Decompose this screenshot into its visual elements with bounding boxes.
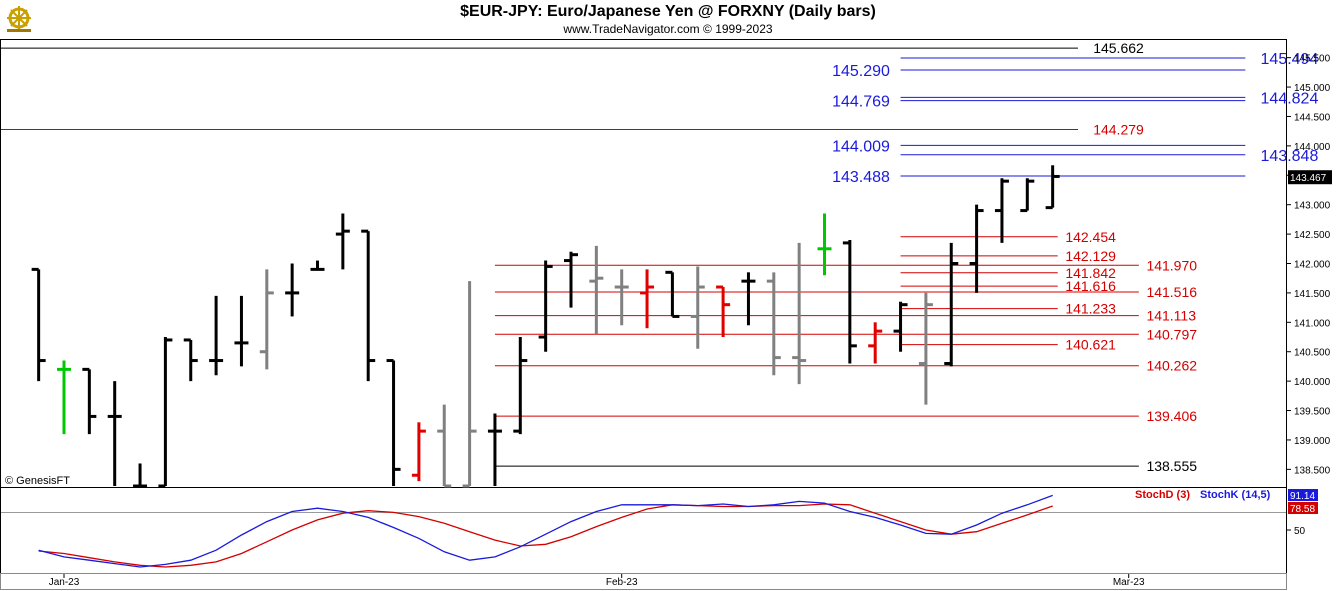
- ohlc-bar: [665, 270, 680, 318]
- x-tick-label: Mar-23: [1113, 577, 1145, 588]
- stoch-k-legend: StochK (14,5): [1200, 489, 1271, 501]
- date-axis-frame: [0, 573, 1287, 590]
- ohlc-bar: [817, 213, 832, 276]
- ohlc-bar: [538, 260, 553, 352]
- last-price-label: 143.467: [1290, 173, 1327, 184]
- chart-title: $EUR-JPY: Euro/Japanese Yen @ FORXNY (Da…: [460, 3, 876, 20]
- ohlc-bar: [564, 251, 578, 308]
- level-label: 145.290: [832, 63, 890, 80]
- stoch-d-badge: [1288, 502, 1318, 514]
- y-tick-label: 142.500: [1294, 230, 1331, 241]
- y-tick-label: 140.000: [1294, 377, 1331, 388]
- ohlc-bar: [310, 260, 325, 271]
- level-label: 141.233: [1065, 301, 1116, 317]
- stoch-series-line: [38, 503, 1053, 568]
- ohlc-bar: [107, 381, 122, 486]
- ohlc-bar: [944, 242, 959, 367]
- watermark: © GenesisFT: [5, 475, 70, 487]
- y-tick-label: 143.000: [1294, 201, 1331, 212]
- level-label: 144.824: [1261, 90, 1319, 107]
- level-label: 141.616: [1065, 278, 1116, 294]
- ohlc-bar: [158, 337, 173, 488]
- level-label: 145.662: [1093, 40, 1144, 56]
- y-tick-label: 141.500: [1294, 289, 1331, 300]
- ohlc-bar: [969, 204, 984, 293]
- level-label: 142.129: [1065, 248, 1116, 264]
- stoch-series-line: [38, 494, 1053, 568]
- stoch-d-value: 78.58: [1290, 504, 1315, 515]
- ohlc-bar: [868, 322, 883, 364]
- ohlc-bar: [386, 359, 401, 486]
- level-label: 144.009: [832, 138, 890, 155]
- ohlc-bar: [589, 245, 604, 335]
- level-label: 139.406: [1146, 408, 1197, 424]
- level-label: 140.621: [1065, 337, 1116, 353]
- ohlc-bar: [513, 337, 528, 435]
- level-label: 143.488: [832, 169, 890, 186]
- ohlc-bar: [437, 404, 452, 488]
- level-label: 145.494: [1261, 51, 1319, 68]
- ohlc-bar: [614, 269, 629, 326]
- level-label: 140.262: [1146, 358, 1197, 374]
- y-tick-label: 139.500: [1294, 407, 1331, 418]
- ohlc-bar: [690, 266, 705, 349]
- level-label: 141.970: [1146, 257, 1197, 273]
- ohlc-bar: [792, 242, 807, 385]
- level-label: 142.454: [1065, 229, 1116, 245]
- y-tick-label: 139.000: [1294, 436, 1331, 447]
- level-label: 144.769: [832, 94, 890, 111]
- y-tick-label: 140.500: [1294, 348, 1331, 359]
- ohlc-bar: [335, 213, 350, 270]
- ohlc-bar: [259, 269, 274, 370]
- ohlc-bar: [209, 295, 224, 376]
- ohlc-bar: [361, 229, 376, 382]
- ohlc-bar: [918, 292, 933, 405]
- ohlc-bar: [1045, 165, 1060, 210]
- ohlc-bar: [842, 239, 857, 364]
- stoch-d-legend: StochD (3): [1135, 489, 1190, 501]
- level-label: 138.555: [1146, 458, 1197, 474]
- level-label: 141.516: [1146, 284, 1197, 300]
- level-label: 141.842: [1065, 265, 1116, 281]
- ohlc-bar: [487, 413, 502, 486]
- y-tick-label: 141.000: [1294, 318, 1331, 329]
- ohlc-bar: [462, 281, 477, 488]
- ohlc-bar: [133, 463, 148, 488]
- indicator-pane-frame: [0, 487, 1287, 574]
- ohlc-bar: [994, 178, 1009, 243]
- y-tick-label: 142.000: [1294, 260, 1331, 271]
- level-label: 143.848: [1261, 148, 1319, 165]
- ohlc-bar: [640, 269, 655, 329]
- ohlc-bar: [234, 295, 249, 367]
- y-tick-label: 144.500: [1294, 112, 1331, 123]
- stoch-k-badge: [1288, 489, 1318, 501]
- y-tick-label: 138.500: [1294, 465, 1331, 476]
- level-label: 140.797: [1146, 326, 1197, 342]
- ship-wheel-logo-icon: [4, 4, 34, 34]
- ohlc-bar: [31, 267, 46, 382]
- level-label: 144.279: [1093, 121, 1144, 137]
- chart-subtitle: www.TradeNavigator.com © 1999-2023: [563, 22, 773, 36]
- y-tick-label: 145.000: [1294, 83, 1331, 94]
- y-tick-label: 144.000: [1294, 142, 1331, 153]
- last-price-badge: [1288, 170, 1332, 185]
- ohlc-bar: [82, 367, 97, 435]
- ohlc-bar: [716, 285, 731, 338]
- ohlc-bar: [57, 360, 71, 435]
- x-tick-label: Feb-23: [606, 577, 638, 588]
- stoch-k-value: 91.14: [1290, 491, 1315, 502]
- ohlc-bar: [1020, 178, 1035, 213]
- ohlc-bar: [766, 272, 781, 376]
- x-tick-label: Jan-23: [49, 577, 80, 588]
- level-label: 141.113: [1146, 308, 1196, 324]
- ohlc-bar: [741, 272, 756, 326]
- ohlc-bar: [183, 338, 198, 382]
- stoch-tick-label: 50: [1294, 526, 1306, 537]
- y-tick-label: 145.500: [1294, 54, 1331, 65]
- ohlc-bar: [285, 263, 300, 317]
- ohlc-bar: [893, 301, 908, 352]
- ohlc-bar: [411, 422, 426, 482]
